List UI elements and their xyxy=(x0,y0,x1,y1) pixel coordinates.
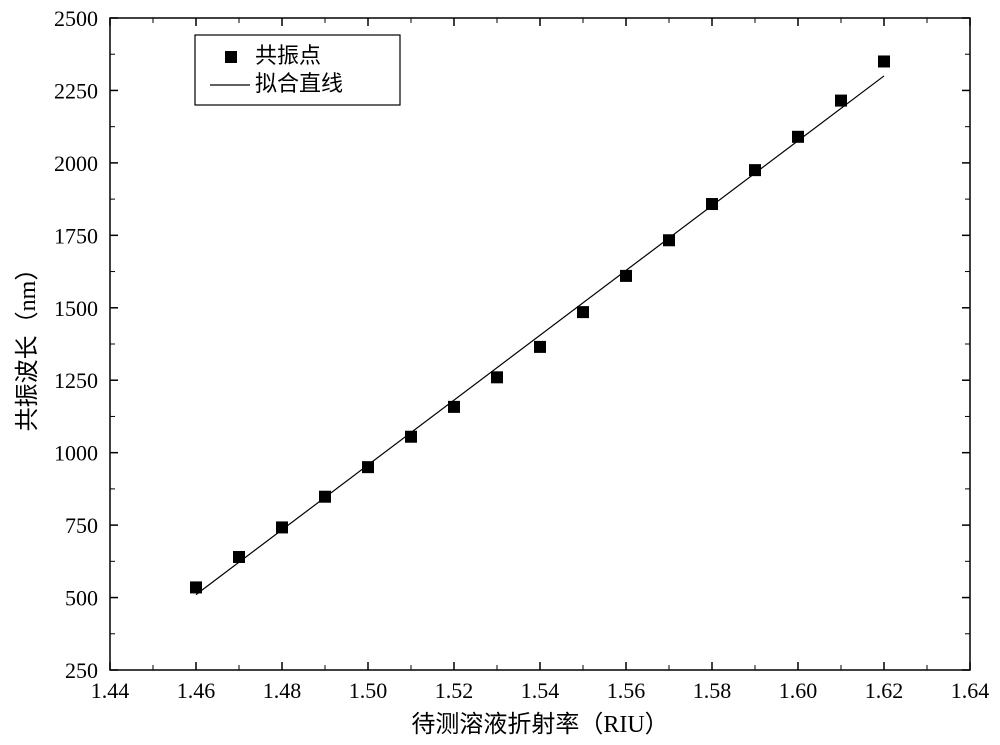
x-tick-label: 1.50 xyxy=(349,678,388,703)
data-point xyxy=(749,164,761,176)
fit-line xyxy=(196,76,884,595)
legend-item-label: 拟合直线 xyxy=(255,71,343,96)
x-tick-label: 1.46 xyxy=(177,678,216,703)
y-tick-label: 1250 xyxy=(54,368,98,393)
data-point xyxy=(233,551,245,563)
y-tick-label: 250 xyxy=(65,658,98,683)
data-point xyxy=(405,431,417,443)
data-point xyxy=(620,270,632,282)
y-axis-label: 共振波长（nm） xyxy=(14,257,41,432)
data-point xyxy=(792,131,804,143)
x-tick-label: 1.60 xyxy=(779,678,818,703)
x-tick-label: 1.58 xyxy=(693,678,732,703)
y-tick-label: 1500 xyxy=(54,296,98,321)
x-tick-label: 1.54 xyxy=(521,678,560,703)
data-point xyxy=(534,341,546,353)
data-point xyxy=(276,521,288,533)
data-point xyxy=(835,95,847,107)
x-tick-label: 1.52 xyxy=(435,678,474,703)
data-point xyxy=(577,306,589,318)
chart-svg: 1.441.461.481.501.521.541.561.581.601.62… xyxy=(0,0,1000,745)
data-point xyxy=(706,198,718,210)
y-tick-label: 1750 xyxy=(54,223,98,248)
y-tick-label: 500 xyxy=(65,586,98,611)
y-tick-label: 2500 xyxy=(54,6,98,31)
y-tick-label: 1000 xyxy=(54,441,98,466)
data-point xyxy=(319,491,331,503)
data-point xyxy=(362,461,374,473)
x-tick-label: 1.64 xyxy=(951,678,990,703)
chart-container: 1.441.461.481.501.521.541.561.581.601.62… xyxy=(0,0,1000,745)
x-tick-label: 1.56 xyxy=(607,678,646,703)
x-tick-label: 1.62 xyxy=(865,678,904,703)
data-point xyxy=(878,55,890,67)
x-axis-label: 待测溶液折射率（RIU） xyxy=(411,711,668,738)
legend-item-label: 共振点 xyxy=(255,43,321,68)
data-point xyxy=(491,371,503,383)
x-tick-label: 1.48 xyxy=(263,678,302,703)
y-tick-label: 2000 xyxy=(54,151,98,176)
data-point xyxy=(190,581,202,593)
y-tick-label: 2250 xyxy=(54,78,98,103)
data-point xyxy=(448,401,460,413)
data-point xyxy=(663,234,675,246)
y-tick-label: 750 xyxy=(65,513,98,538)
legend-marker-icon xyxy=(225,51,237,63)
